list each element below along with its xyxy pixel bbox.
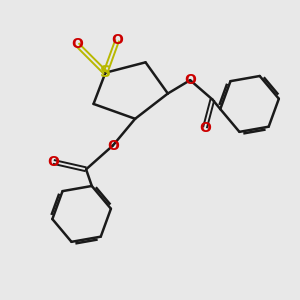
- Text: O: O: [184, 73, 196, 87]
- Text: S: S: [100, 65, 111, 80]
- Text: O: O: [47, 155, 59, 169]
- Text: O: O: [71, 38, 83, 52]
- Text: O: O: [107, 139, 119, 152]
- Text: O: O: [199, 121, 211, 135]
- Text: O: O: [111, 33, 123, 47]
